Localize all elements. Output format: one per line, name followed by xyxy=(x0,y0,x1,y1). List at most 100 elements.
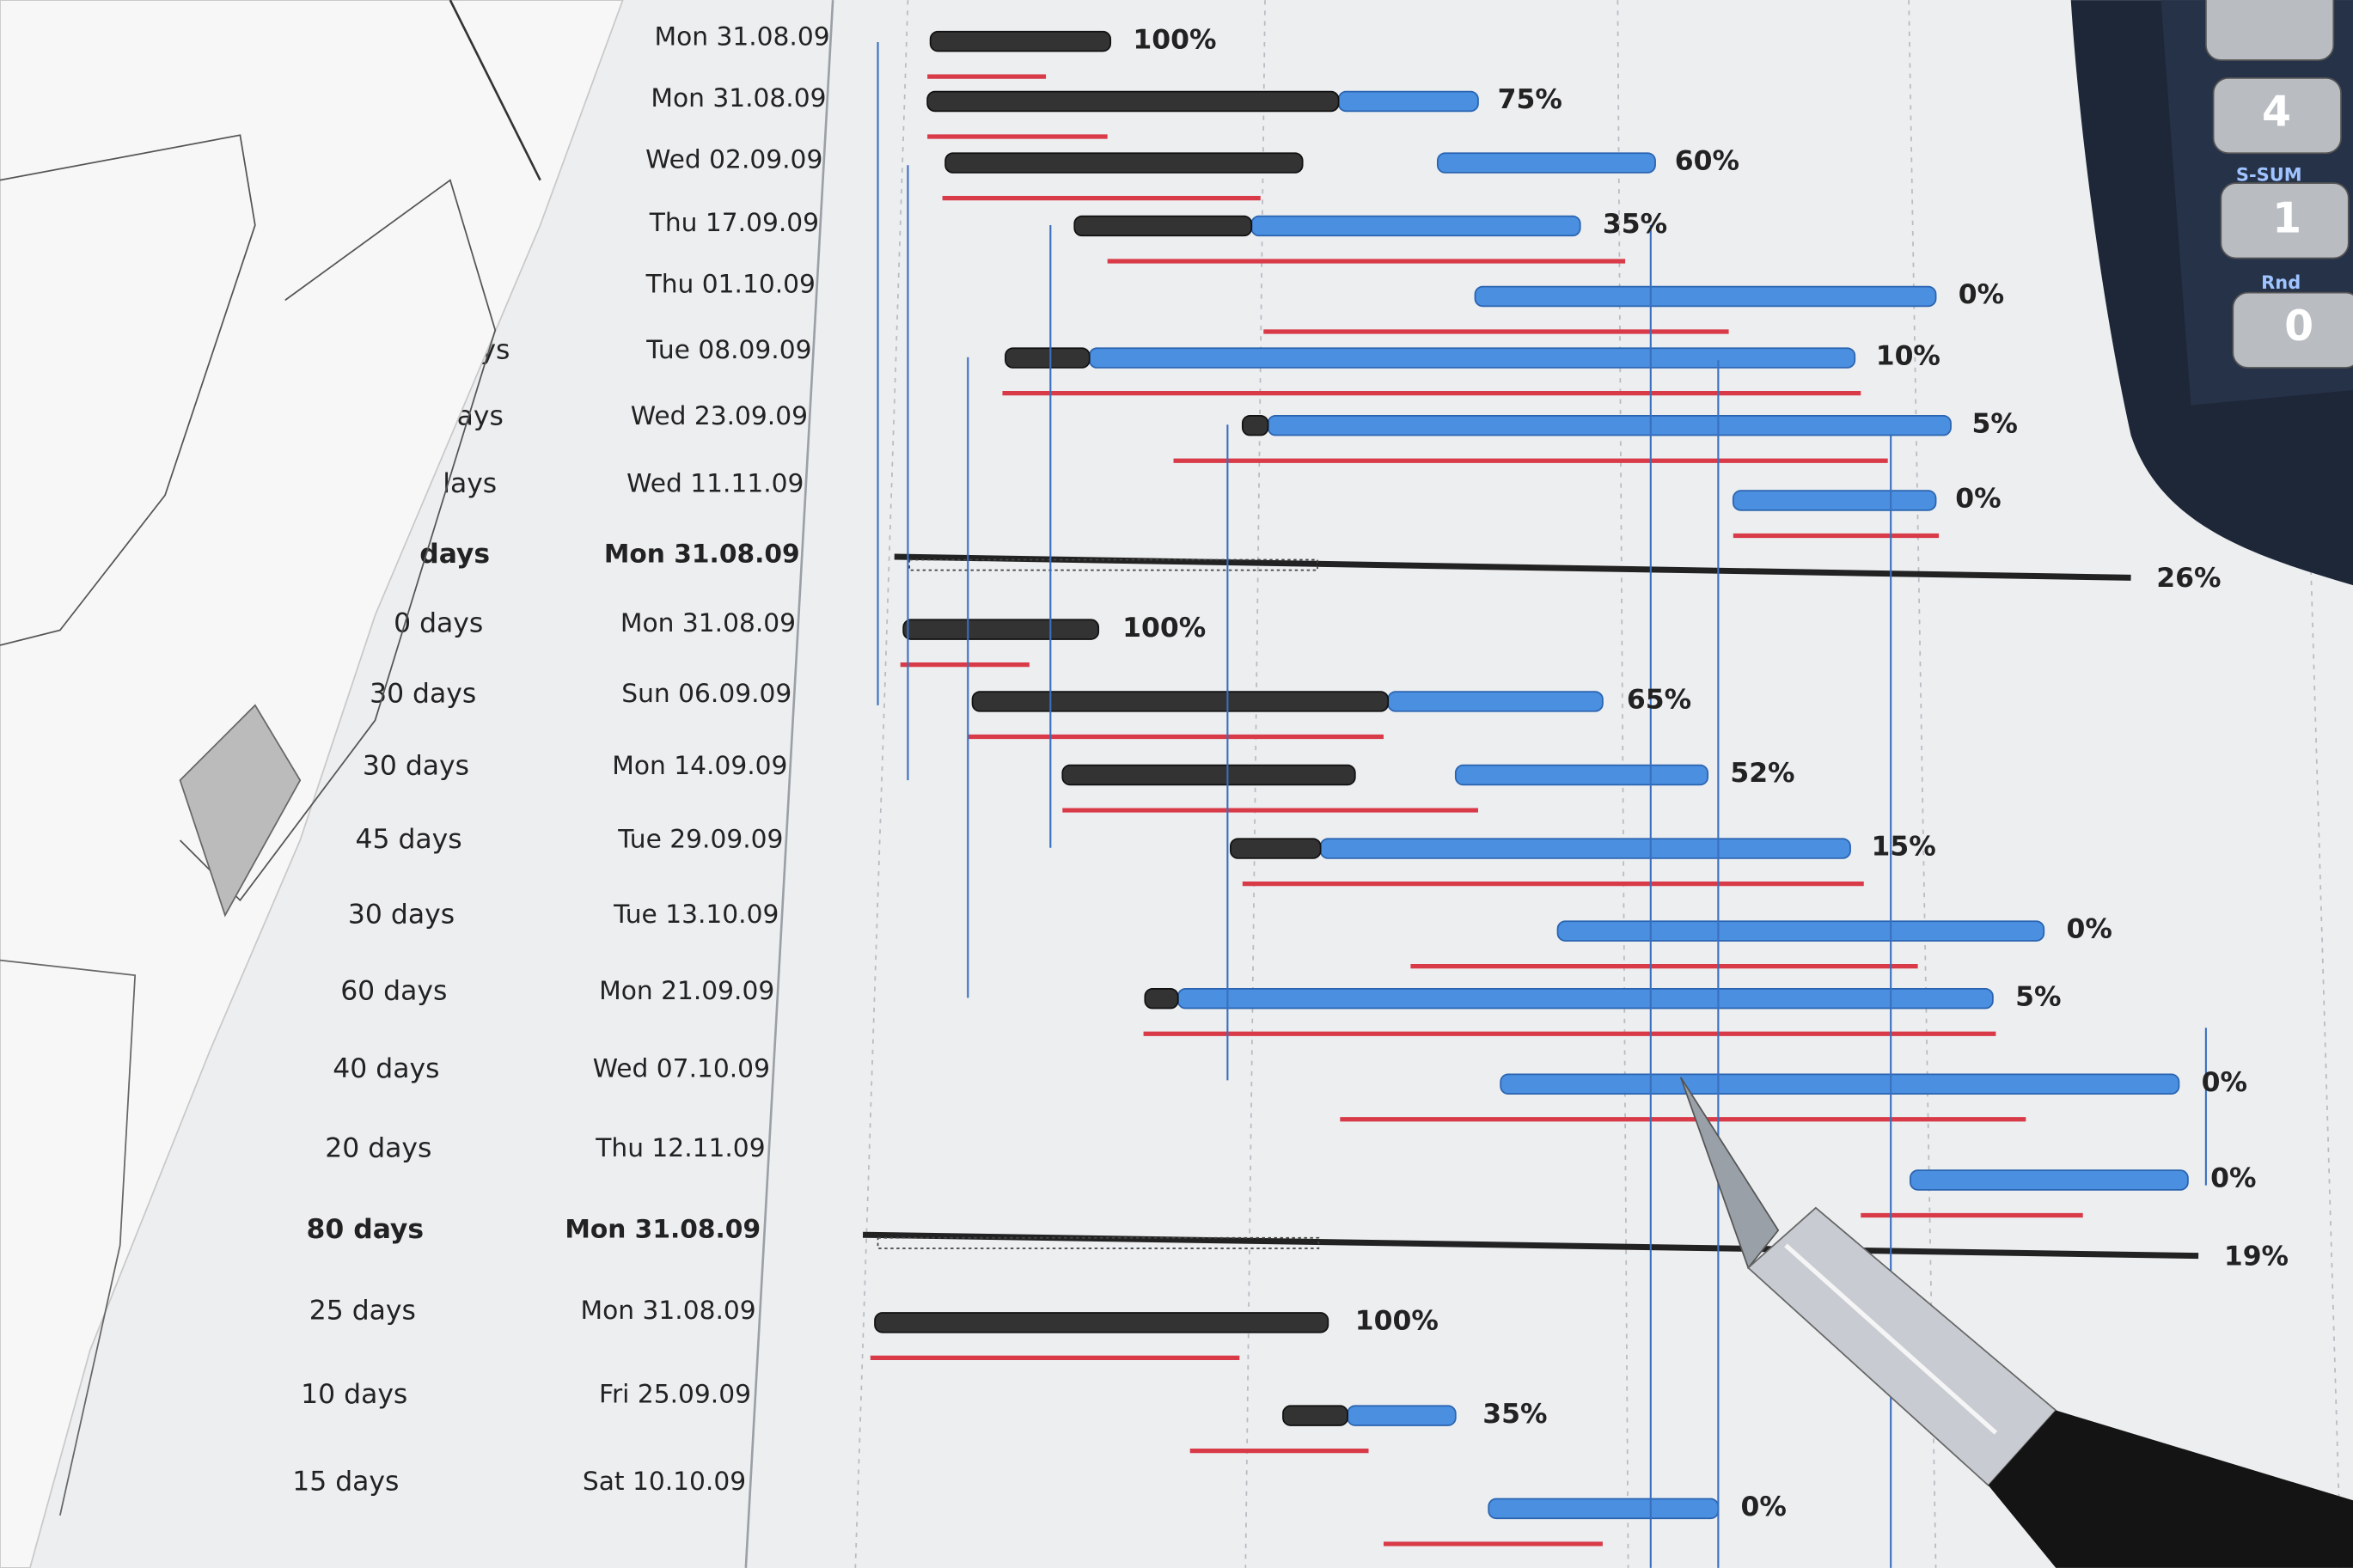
duration: 15 days xyxy=(292,1466,399,1497)
percent-complete: 35% xyxy=(1482,1399,1547,1430)
start-date: Sun 06.09.09 xyxy=(621,678,791,708)
start-date: Mon 31.08.09 xyxy=(651,82,826,113)
percent-complete: 100% xyxy=(1355,1306,1439,1337)
percent-complete: 0% xyxy=(1741,1492,1787,1522)
start-date: Mon 31.08.09 xyxy=(655,21,830,51)
key xyxy=(2220,182,2350,259)
percent-complete: 5% xyxy=(1971,408,2017,439)
percent-complete: 60% xyxy=(1675,146,1739,177)
percent-complete: 0% xyxy=(2066,914,2112,945)
remaining-bar xyxy=(1387,691,1604,712)
duration: 30 days xyxy=(363,750,469,781)
start-date: Mon 21.09.09 xyxy=(599,975,774,1005)
start-date: Wed 11.11.09 xyxy=(626,468,804,498)
key xyxy=(2232,291,2353,369)
key-label: 1 xyxy=(2272,193,2301,242)
done-bar xyxy=(944,152,1304,174)
remaining-bar xyxy=(1267,414,1952,436)
done-bar xyxy=(874,1312,1329,1333)
done-bar xyxy=(1073,215,1253,237)
key-label: Rnd xyxy=(2261,272,2301,293)
percent-complete: 26% xyxy=(2156,563,2221,594)
summary-bar xyxy=(862,1231,2199,1260)
done-bar xyxy=(1229,838,1322,859)
percent-complete: 0% xyxy=(2210,1163,2256,1194)
duration: 45 days xyxy=(355,824,461,855)
done-bar xyxy=(1144,987,1179,1010)
done-bar xyxy=(971,691,1390,712)
start-date: Mon 31.08.09 xyxy=(581,1295,756,1325)
start-date: Thu 01.10.09 xyxy=(645,268,816,298)
remaining-bar xyxy=(1910,1169,2189,1191)
duration: 40 days xyxy=(333,1053,439,1084)
done-bar xyxy=(929,30,1112,52)
key-label: 4 xyxy=(2262,87,2291,136)
done-bar xyxy=(1061,764,1356,786)
duration: 60 days xyxy=(340,975,447,1006)
percent-complete: 65% xyxy=(1627,685,1691,716)
percent-complete: 0% xyxy=(1959,279,2004,310)
percent-complete: 75% xyxy=(1498,84,1562,115)
percent-complete: 5% xyxy=(2015,981,2061,1012)
percent-complete: 0% xyxy=(2202,1067,2247,1098)
start-date: Mon 31.08.09 xyxy=(565,1213,761,1243)
start-date: Sat 10.10.09 xyxy=(583,1466,746,1496)
remaining-bar xyxy=(1500,1073,2180,1095)
duration: 25 days xyxy=(309,1295,416,1326)
booklet xyxy=(0,0,624,1568)
duration: 10 days xyxy=(301,1379,407,1410)
remaining-bar xyxy=(1454,764,1709,786)
key-label: 0 xyxy=(2284,302,2313,351)
percent-complete: 0% xyxy=(1955,484,2001,515)
remaining-bar xyxy=(1337,90,1479,113)
summary-progress xyxy=(877,1236,1320,1249)
start-date: Mon 31.08.09 xyxy=(604,539,800,569)
duration: 0 days xyxy=(394,608,483,639)
start-date: Wed 07.10.09 xyxy=(593,1053,770,1083)
start-date: Mon 31.08.09 xyxy=(620,607,796,638)
duration: 20 days xyxy=(325,1133,431,1164)
summary-bar xyxy=(894,553,2131,581)
start-date: Thu 17.09.09 xyxy=(649,207,819,237)
key-label: S-SUM xyxy=(2236,164,2302,185)
start-date: Tue 29.09.09 xyxy=(617,823,783,853)
remaining-bar xyxy=(1732,490,1937,511)
remaining-bar xyxy=(1556,920,2045,942)
duration: 30 days xyxy=(370,679,476,710)
percent-complete: 52% xyxy=(1730,758,1794,789)
done-bar xyxy=(1005,347,1091,369)
start-date: Wed 23.09.09 xyxy=(631,400,808,430)
remaining-bar xyxy=(1176,987,1994,1010)
done-bar xyxy=(902,619,1100,640)
done-bar xyxy=(1241,414,1269,436)
remaining-bar xyxy=(1319,838,1851,859)
start-date: Wed 02.09.09 xyxy=(645,143,822,174)
calculator-keys: 4 S-SUM 1 Rnd 0 xyxy=(2205,0,2353,369)
remaining-bar xyxy=(1088,347,1856,369)
start-date: Mon 14.09.09 xyxy=(612,750,787,780)
labels: Mon 31.08.09 100% Mon 31.08.09 75% Wed 02.09… xyxy=(292,21,2289,1522)
percent-complete: 10% xyxy=(1876,341,1940,372)
remaining-bar xyxy=(1436,152,1656,174)
duration: 80 days xyxy=(307,1214,425,1245)
bars xyxy=(862,30,2207,1568)
key xyxy=(2212,77,2342,155)
percent-complete: 15% xyxy=(1871,832,1935,863)
duration: days xyxy=(419,539,490,570)
start-date: Fri 25.09.09 xyxy=(599,1379,751,1409)
start-date: Thu 12.11.09 xyxy=(595,1132,765,1162)
remaining-bar xyxy=(1347,1405,1457,1426)
remaining-bar xyxy=(1250,215,1581,237)
column-divider xyxy=(744,0,834,1568)
duration: 30 days xyxy=(348,899,455,930)
percent-complete: 35% xyxy=(1603,209,1667,240)
start-date: Tue 08.09.09 xyxy=(645,334,811,364)
remaining-bar xyxy=(1474,285,1937,308)
key xyxy=(2205,0,2335,61)
percent-complete: 100% xyxy=(1133,24,1216,55)
done-bar xyxy=(926,90,1340,113)
remaining-bar xyxy=(1488,1498,1720,1520)
percent-complete: 100% xyxy=(1122,613,1206,644)
duration: ays xyxy=(457,401,504,432)
